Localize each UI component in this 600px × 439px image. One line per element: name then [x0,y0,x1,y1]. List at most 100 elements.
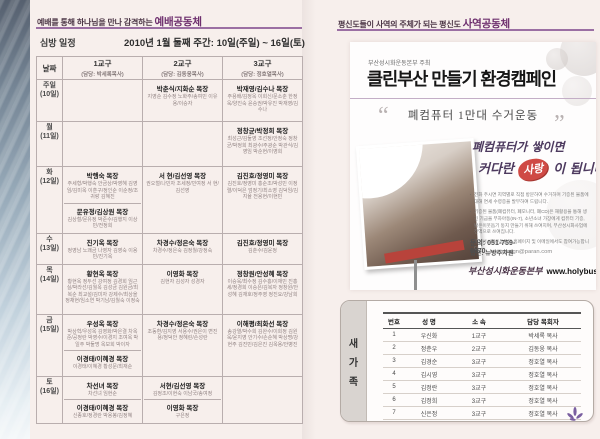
contact-email: hesydesign@paran.com [489,249,553,255]
col-parish: 소 속 [453,312,505,329]
parish-cell: 차선녀 목장 차선녀 임현순 이경태/이혜경 목장 신종호/정경란 박용봉/김정혜 [62,375,143,424]
group-members: 김춘수/김윤정 [248,247,277,254]
parish-cell [222,375,303,424]
group-leader: 이영화 목장 [166,270,199,278]
right-page-strapline: 평신도들이 사역의 주체가 되는 평신도 사역공동체 [338,16,510,31]
group-members: 신종호/정경란 박용봉/김정혜 [72,413,133,419]
decor-bubble [562,76,592,106]
group-members: 구은정 [175,413,190,419]
group-leader: 차경수/정은숙 목장 [156,239,209,247]
family-row: 3 김경순 3교구 정호열 목사 [383,354,581,368]
ministry-group: 이경태/이혜경 목장 신종호/정경란 박용봉/김정혜 [64,399,141,422]
day-cell: 수 (13일) [36,232,63,265]
parish-cell [62,79,143,122]
open-quote-icon: “ [378,103,389,129]
parish-cell: 정창균/박정희 목장 최성근/김둘영 조선정/안정숙 정창균/박정희 최광수/주광… [222,121,303,167]
parish-cell: 박재영/김수나 목장 주용배/김정옥 이희신/문소춘 한정욱/양진숙 윤승권/박유… [222,79,303,122]
group-members: 황현옥 정두선 강여정 김경희 임근실/박라선/김월옥 김성금 김원금/최복순 … [65,278,140,305]
campaign-website: www.holybusan.org [546,267,596,276]
parish-cell: 서 현/김선영 목장 권오철/나민자 조세정/민여정 서 현/김선영 [142,166,223,234]
schedule-title: 심방 일정 [40,38,76,48]
slogan-pre: 커다란 [478,162,519,177]
ministry-group: 진기옥 목장 정영남 노쾌금 나영자 김영숙 이용빈/진기옥 [64,235,141,263]
family-body: 1 우신화 1교구 박세록 목사 2 정춘우 2교구 김동웅 목사 3 김경순 3교구 정호열 목사 4… [383,328,581,421]
strapline-prefix: 예배를 통해 하나님을 만나 감격하는 [37,18,155,27]
family-cell: 3교구 [453,380,505,394]
parish-cell: 차경수/정은숙 목장 조동환/김지영 서용수/권은이 변진용/정덕안 정혜린/손성… [142,313,223,377]
photo-stand-pole [414,260,417,290]
campaign-flyer: 부산성시화운동본부 주최 클린부산 만들기 환경캠페인 “ 폐컴퓨터 1만대 수… [350,42,596,290]
schedule-row: 금 (15일) 우성옥 목장 박상혁/우성옥 김영화/박은결 차옥준/공정란 박영수/… [36,313,303,377]
col-name: 성 명 [405,312,453,329]
ministry-group: 서 현/김선영 목장 권오철/나민자 조세정/민여정 서 현/김선영 [144,168,221,196]
ministry-group: 김진호/정영미 목장 김춘수/김윤정 [224,235,301,257]
group-leader: 차경수/정은숙 목장 [156,320,209,328]
campaign-bullet: 부산성시화운동본부 홈페이지 및 이메일에서도 참여가능합니다. [470,239,590,253]
group-leader: 이경태/이혜경 목장 [76,405,129,412]
ministry-group: 정창균/박정희 목장 최성근/김둘영 조선정/안정숙 정창균/박정희 최광수/주광… [224,123,301,158]
col-header-parish2: 2교구 (담당: 김동웅목사) [142,56,223,80]
family-cell: 정호열 목사 [505,406,581,420]
leaf-ornament-icon [566,406,584,424]
family-cell: 2 [383,341,405,355]
ministry-group: 우성옥 목장 박상혁/우성옥 김영화/박은결 차옥준/공정란 박영수/이경지 조여… [64,316,141,351]
schedule-row: 토 (16일) 차선녀 목장 차선녀 임현순 이경태/이혜경 목장 신종호/정경란 박용봉… [36,375,303,424]
slogan-line1: 폐컴퓨터가 쌓이면 [472,140,565,154]
parish-cell: 정창원/안성혜 목장 이승욱/최수정 김수홍/이재민 진홍세/정경희 이승은/김복… [222,263,303,315]
ministry-group: 정창원/안성혜 목장 이승욱/최수정 김수홍/이재민 진홍세/정경희 이승은/김복… [224,266,301,301]
heart-badge: 사랑 [517,156,550,183]
group-leader: 서 현/김선영 목장 [158,173,207,180]
slogan-post: 이 됩니다! [553,162,596,177]
group-leader: 정창원/안성혜 목장 [236,270,289,278]
family-cell: 정호열 목사 [505,354,581,368]
schedule-row: 화 (12일) 박행숙 목장 주세형/박행숙 안금상/박영혜 김영임/김미옥 이훈구/… [36,166,303,234]
schedule-header-row: 날짜 1교구 (담당: 박세록목사) 2교구 (담당: 김동웅목사) 3교구 (… [36,56,303,80]
group-leader: 이해평/최화선 목장 [236,320,289,328]
parish-cell [142,121,223,167]
schedule-body: 주일 (10일) 박춘식/지화순 목장 지영순 김수정 노화주/송여민 이유용/이승자… [36,79,303,424]
family-cell: 정춘우 [405,341,453,355]
day-cell: 목 (14일) [36,263,63,315]
family-cell: 2교구 [453,341,505,355]
ministry-group: 문유정/김상원 목장 김상철/문유정 박준수/김행지 이상민/전정희 [64,202,141,232]
col-header-date: 날짜 [36,56,63,80]
new-family-panel: 새 가 족 번호 성 명 소 속 담당 목회자 1 우신화 1교구 박세록 목사 2 정춘… [340,300,594,422]
family-cell: 3교구 [453,393,505,407]
day-cell: 금 (15일) [36,313,63,377]
group-leader: 김진호/정영미 목장 [236,239,289,247]
group-members: 김정조/이현숙 이남국/송여정 [152,390,213,397]
parish-cell: 김진호/정영미 목장 김진호/정영미 홍순조/박성민 이정렬/이덕은 엄정기/최소… [222,166,303,234]
group-members: 주세형/박행숙 안금상/박영혜 김영임/김미옥 이훈구/정인순 이순정/조귀랑 … [66,181,139,200]
campaign-title: 클린부산 만들기 환경캠페인 [367,69,557,89]
ministry-group: 이영화 목장 김현자 김성자 성경자 [144,266,221,288]
label-char: 가 [348,357,359,369]
group-members: 차경수/정은숙 김정월/강정숙 [152,247,213,254]
family-cell: 3 [383,354,405,368]
group-leader: 우성옥 목장 [86,320,119,328]
group-members: 박상혁/우성옥 김영화/박은결 차옥준/공정란 박영수/이경지 조여옥 박일주 … [66,328,139,348]
family-cell: 1 [383,328,405,342]
group-members: 이승욱/최수정 김수홍/이재민 진홍세/정경희 이승은/김복자 정창원/안성혜 … [226,278,299,298]
group-members: 송강열/박수희 김완수/이희정 김원욱/윤지영 안기수/손순혜 박상명/강현주 … [226,328,299,348]
visitation-schedule-table: 날짜 1교구 (담당: 박세록목사) 2교구 (담당: 김동웅목사) 3교구 (… [36,56,303,424]
family-cell: 김경순 [405,354,453,368]
family-cell: 8 [383,419,405,421]
group-members: 김상철/문유정 박준수/김행지 이상민/전정희 [67,216,138,230]
group-leader: 박춘식/지화순 목장 [156,86,209,93]
label-char: 족 [348,376,359,388]
new-family-table: 번호 성 명 소 속 담당 목회자 1 우신화 1교구 박세록 목사 2 정춘우 2교구 김동… [383,312,581,421]
family-cell: 김정희 [405,393,453,407]
campaign-host: 부산성시화운동본부 주최 [368,61,431,67]
family-cell: 1교구 [453,328,505,342]
day-cell: 화 (12일) [36,166,63,234]
col-header-parish1: 1교구 (담당: 박세록목사) [62,56,143,80]
ministry-group: 이경태/이혜경 목장 이경태/이혜경 황성문/최재순 [64,350,141,373]
winter-photo-strip [0,0,30,439]
ministry-group: 차선녀 목장 차선녀 임현순 [64,378,141,400]
family-row: 6 김정희 3교구 정호열 목사 [383,393,581,407]
family-cell: 신은정 [405,406,453,420]
ministry-group: 김진호/정영미 목장 김진호/정영미 홍순조/박성민 이정렬/이덕은 엄정기/최소… [224,168,301,203]
campaign-sponsor: 협찬: 뉴방주자원 [470,250,514,257]
family-cell: 정호열 목사 [505,393,581,407]
ministry-group: 박재영/김수나 목장 주용배/김정옥 이희신/문소춘 한정욱/양진숙 윤승권/박유… [224,81,301,116]
